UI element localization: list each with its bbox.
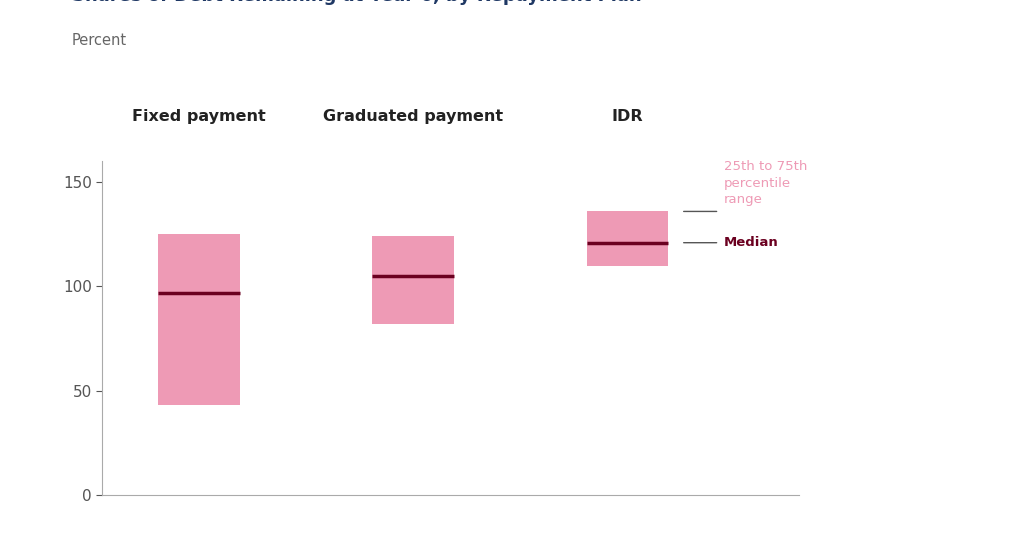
Text: Fixed payment: Fixed payment <box>132 109 265 124</box>
Text: Median: Median <box>724 236 778 249</box>
Bar <box>373 237 454 324</box>
Text: IDR: IDR <box>611 109 643 124</box>
Text: Graduated payment: Graduated payment <box>323 109 503 124</box>
Text: Shares of Debt Remaining at Year 6, by Repayment Plan: Shares of Debt Remaining at Year 6, by R… <box>72 0 641 5</box>
Text: 25th to 75th
percentile
range: 25th to 75th percentile range <box>724 160 807 206</box>
Bar <box>587 211 668 266</box>
Bar <box>158 235 240 405</box>
Text: Percent: Percent <box>72 33 127 48</box>
